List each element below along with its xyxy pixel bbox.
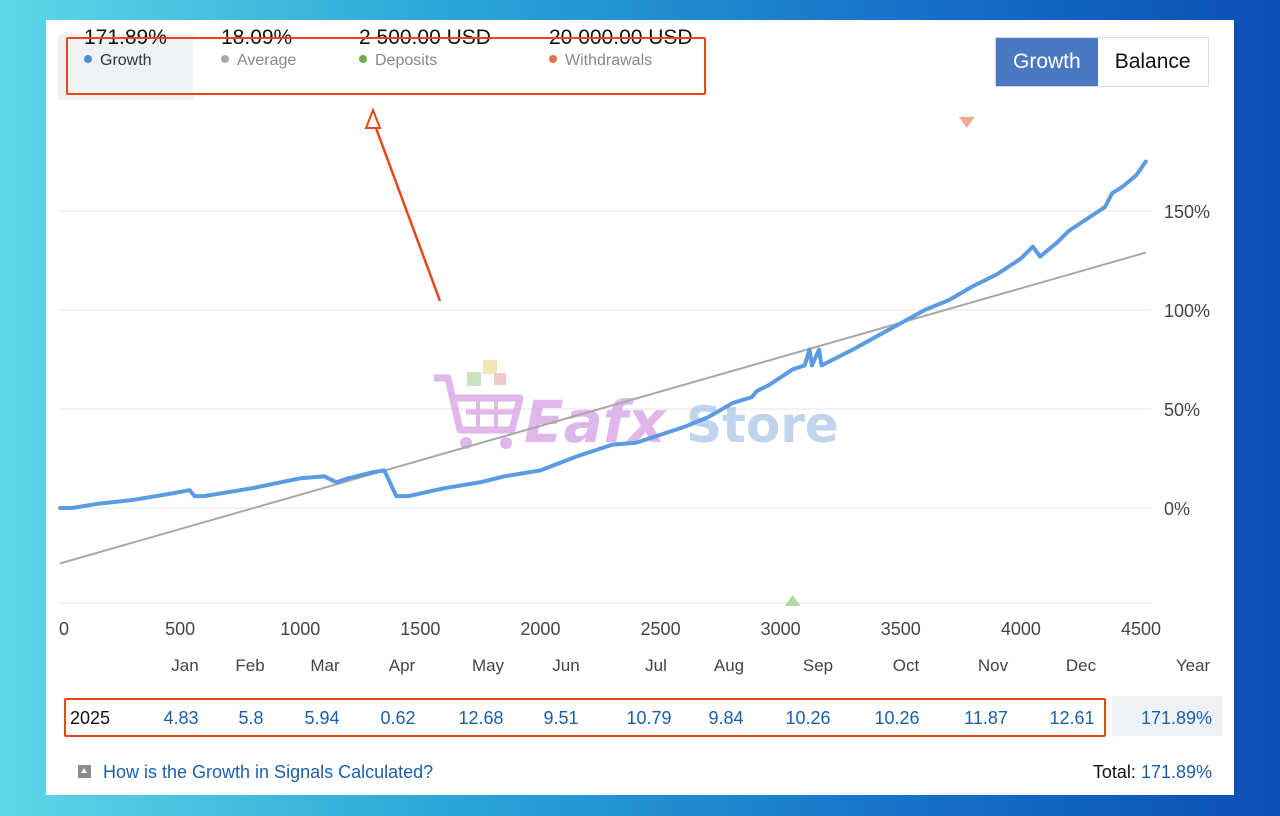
year-highlight-box bbox=[64, 698, 1106, 737]
chart-series bbox=[58, 159, 1148, 565]
month-value-nov[interactable]: 11.87 bbox=[964, 708, 1008, 728]
month-value-feb[interactable]: 5.8 bbox=[238, 708, 264, 728]
y-tick-label: 150% bbox=[1164, 202, 1210, 222]
growth-stat-highlight bbox=[58, 34, 193, 100]
stat-average-label: Average bbox=[237, 52, 297, 69]
watermark-text-store: Store bbox=[686, 396, 839, 454]
month-header-sep: Sep bbox=[802, 656, 834, 675]
withdrawals-dot-icon bbox=[549, 55, 557, 63]
balance-tab[interactable]: Balance bbox=[1097, 38, 1208, 86]
deposit-marker-icon[interactable] bbox=[784, 595, 801, 607]
month-header-nov: Nov bbox=[977, 656, 1009, 675]
month-header-jan: Jan bbox=[171, 656, 199, 675]
month-header-mar: Mar bbox=[310, 656, 340, 675]
x-axis-ticks: 0 500 1000 1500 2000 2500 3000 3500 4000 4500 bbox=[59, 619, 1161, 639]
month-value-sep[interactable]: 10.26 bbox=[785, 708, 831, 728]
month-header-may: May bbox=[471, 656, 505, 675]
month-header-oct: Oct bbox=[892, 656, 920, 675]
year-total-highlight bbox=[1112, 696, 1222, 736]
growth-tab[interactable]: Growth bbox=[996, 38, 1098, 86]
month-value-jul[interactable]: 10.79 bbox=[626, 708, 672, 728]
eafx-store-watermark: Eafx Store bbox=[434, 360, 839, 456]
stat-deposits-label: Deposits bbox=[375, 52, 438, 69]
x-tick-label: 3500 bbox=[881, 619, 921, 639]
stat-deposits[interactable]: 2 500.00 USD Deposits bbox=[359, 26, 491, 70]
y-axis-ticks: 0% 50% 100% 150% bbox=[1164, 202, 1210, 519]
month-value-jun[interactable]: 9.51 bbox=[543, 708, 579, 728]
year-label: 2025 bbox=[70, 708, 111, 728]
month-value-dec[interactable]: 12.61 bbox=[1049, 708, 1095, 728]
month-header-feb: Feb bbox=[235, 656, 265, 675]
month-value-may[interactable]: 12.68 bbox=[458, 708, 504, 728]
average-dot-icon bbox=[221, 55, 229, 63]
growth-dot-icon bbox=[84, 55, 92, 63]
month-header-dec: Dec bbox=[1065, 656, 1097, 675]
growth-calc-help-text: How is the Growth in Signals Calculated? bbox=[103, 762, 434, 782]
yearly-growth-row: 2025 4.83 5.8 5.94 0.62 12.68 9.51 10.79 9.84 10… bbox=[46, 696, 1234, 737]
y-tick-label: 100% bbox=[1164, 301, 1210, 321]
footer-total: Total: 171.89% bbox=[1093, 762, 1212, 783]
stat-growth-label: Growth bbox=[100, 52, 152, 69]
y-tick-label: 50% bbox=[1164, 400, 1200, 420]
growth-calc-help-link[interactable]: How is the Growth in Signals Calculated? bbox=[78, 762, 433, 783]
month-value-mar[interactable]: 5.94 bbox=[304, 708, 340, 728]
year-total-value[interactable]: 171.89% bbox=[1141, 708, 1213, 728]
x-tick-label: 4500 bbox=[1121, 619, 1161, 639]
month-header-jun: Jun bbox=[552, 656, 580, 675]
chart-mode-toggle: Growth Balance bbox=[995, 37, 1209, 87]
stat-withdrawals-label: Withdrawals bbox=[565, 52, 653, 69]
growth-chart: Eafx Store 0 500 1000 1500 2000 2500 3000 3500 4… bbox=[58, 107, 1210, 639]
month-header-jul: Jul bbox=[645, 656, 667, 675]
cart-logo-icon bbox=[434, 360, 524, 449]
deposits-dot-icon bbox=[359, 55, 367, 63]
month-value-oct[interactable]: 10.26 bbox=[874, 708, 920, 728]
expand-icon bbox=[78, 765, 91, 778]
month-value-aug[interactable]: 9.84 bbox=[708, 708, 744, 728]
x-tick-label: 1500 bbox=[400, 619, 440, 639]
series-average-line bbox=[59, 251, 1147, 565]
y-tick-label: 0% bbox=[1164, 499, 1190, 519]
year-header: Year bbox=[1175, 656, 1211, 675]
x-tick-label: 1000 bbox=[280, 619, 320, 639]
signal-growth-panel: 171.89% Growth 18.09% Average 2 500.00 U… bbox=[46, 20, 1234, 795]
x-tick-label: 0 bbox=[59, 619, 69, 639]
months-header: Jan Feb Mar Apr May Jun Jul Aug Sep Oct Nov Dec Yea… bbox=[46, 656, 1234, 680]
x-tick-label: 2500 bbox=[641, 619, 681, 639]
watermark-text-eafx: Eafx bbox=[524, 388, 667, 456]
withdrawal-marker-icon[interactable] bbox=[958, 116, 975, 128]
total-label: Total: bbox=[1092, 762, 1136, 782]
total-value: 171.89% bbox=[1140, 762, 1212, 782]
month-header-aug: Aug bbox=[713, 656, 745, 675]
month-value-jan[interactable]: 4.83 bbox=[163, 708, 199, 728]
x-tick-label: 3000 bbox=[761, 619, 801, 639]
month-value-apr[interactable]: 0.62 bbox=[380, 708, 416, 728]
x-tick-label: 500 bbox=[165, 619, 195, 639]
annotation-arrow bbox=[364, 107, 442, 302]
series-growth-line bbox=[58, 159, 1148, 510]
stats-highlight-box bbox=[66, 37, 706, 95]
chart-markers bbox=[784, 116, 975, 607]
chart-grid bbox=[60, 210, 1151, 604]
month-header-apr: Apr bbox=[388, 656, 416, 675]
x-tick-label: 2000 bbox=[520, 619, 560, 639]
x-tick-label: 4000 bbox=[1001, 619, 1041, 639]
